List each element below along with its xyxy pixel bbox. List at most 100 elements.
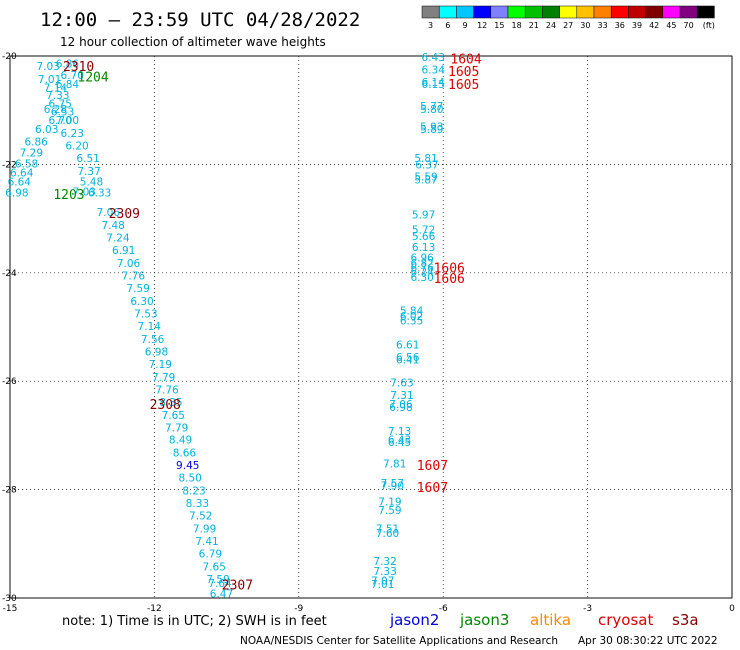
- wave-height-value: 7.57: [381, 478, 404, 490]
- scale-tick-label: 27: [563, 21, 573, 30]
- wave-height-value: 7.56: [141, 334, 165, 346]
- scale-tick-label: 18: [512, 21, 522, 30]
- pass-time-label: 1203: [53, 188, 84, 203]
- scale-tick-label: 9: [462, 21, 467, 30]
- wave-height-value: 7.48: [101, 220, 124, 232]
- wave-height-value: 6.41: [396, 355, 419, 367]
- wave-height-value: 7.07: [371, 576, 394, 588]
- wave-height-value: 6.37: [415, 159, 438, 171]
- wave-height-value: 6.82: [410, 258, 433, 270]
- pass-time-label: 1606: [434, 272, 465, 287]
- wave-height-value: 6.79: [199, 549, 222, 561]
- wave-height-value: 8.66: [173, 448, 197, 460]
- wave-height-value: 6.30: [130, 296, 153, 308]
- wave-height-value: 7.01: [371, 579, 394, 591]
- wave-height-value: 7.01: [38, 74, 61, 86]
- wave-height-value: 6.56: [396, 352, 420, 364]
- axis-tick-labels: -15 -12 -9 -6 -3 0-20-22-24-26-28-30: [2, 52, 735, 614]
- wave-height-value: 7.76: [122, 271, 146, 283]
- wave-height-value: 7.06: [97, 207, 121, 219]
- wave-height-value: 6.86: [56, 59, 80, 71]
- pass-time-label: 1605: [448, 65, 479, 80]
- wave-height-value: 6.35: [400, 315, 423, 327]
- wave-height-value: 9.45: [176, 460, 199, 472]
- wave-height-value: 5.72: [412, 224, 435, 236]
- wave-height-value: 8.49: [169, 435, 192, 447]
- latitude-tick-label: -28: [2, 486, 17, 496]
- wave-height-value: 7.03: [73, 187, 96, 199]
- wave-height-value: 7.65: [203, 562, 226, 574]
- pass-time-label: 2309: [109, 207, 140, 222]
- wave-height-value: 7.65: [162, 410, 185, 422]
- lat-lon-grid: [9, 55, 733, 599]
- pass-time-label: 1605: [448, 78, 479, 93]
- latitude-tick-label: -20: [2, 52, 17, 62]
- scale-tick-label: 39: [632, 21, 642, 30]
- wave-height-value: 7.29: [20, 147, 43, 159]
- scale-tick-label: 24: [546, 21, 556, 30]
- scale-swatch: [593, 5, 612, 19]
- wave-height-value: 6.51: [76, 153, 99, 165]
- wave-height-value: 7.79: [152, 372, 175, 384]
- wave-height-value: 6.98: [5, 188, 28, 200]
- wave-height-value: 7.51: [376, 524, 399, 536]
- scale-swatch: [473, 5, 492, 19]
- wave-height-value: 7.64: [208, 578, 232, 590]
- scale-swatch: [507, 5, 526, 19]
- wave-height-value: 6.98: [389, 402, 412, 414]
- scale-swatch: [421, 5, 440, 19]
- scale-swatch: [559, 5, 578, 19]
- wave-height-value: 6.43: [388, 435, 411, 447]
- wave-height-value: 6.47: [210, 589, 233, 601]
- scale-tick-label: 30: [580, 21, 590, 30]
- wave-height-value: 5.66: [412, 231, 436, 243]
- wave-height-value: 5.97: [412, 209, 435, 221]
- wave-height-value: 6.14: [422, 77, 446, 89]
- longitude-tick-label: -3: [583, 604, 592, 614]
- scale-swatch: [610, 5, 629, 19]
- wave-height-value: 7.81: [383, 459, 406, 471]
- wave-height-value: 7.33: [46, 90, 69, 102]
- wave-height-value: 7.59: [378, 505, 401, 517]
- wave-height-value: 7.76: [155, 384, 179, 396]
- scale-tick-label: 33: [598, 21, 608, 30]
- wave-height-value: 7.59: [126, 283, 149, 295]
- wave-height-value: 8.23: [182, 486, 205, 498]
- scale-swatch: [645, 5, 664, 19]
- pass-time-label: 2310: [63, 60, 94, 75]
- scale-swatch: [696, 5, 715, 19]
- satellite-legend-cryosat: cryosat: [598, 611, 653, 629]
- wave-height-value: 6.43: [422, 52, 445, 64]
- wave-height-value: 6.13: [412, 242, 435, 254]
- scale-tick-label: 3: [428, 21, 433, 30]
- map-subtitle: 12 hour collection of altimeter wave hei…: [60, 35, 326, 49]
- wave-height-value: 5.81: [414, 153, 437, 165]
- longitude-tick-label: -12: [147, 604, 162, 614]
- credit-text: NOAA/NESDIS Center for Satellite Applica…: [240, 635, 558, 647]
- map-title: 12:00 – 23:59 UTC 04/28/2022: [40, 9, 360, 31]
- pass-time-label: 1604: [450, 53, 481, 68]
- wave-height-value: 6.84: [56, 79, 80, 91]
- wave-height-value: 6.20: [65, 140, 88, 152]
- wave-height-value: 7.19: [149, 359, 172, 371]
- footer-note: note: 1) Time is in UTC; 2) SWH is in fe…: [62, 614, 327, 629]
- wave-height-value: 5.77: [420, 101, 443, 113]
- wave-height-value: 5.93: [420, 121, 443, 133]
- wave-height-value: 7.31: [390, 390, 413, 402]
- scale-tick-label: 70: [684, 21, 694, 30]
- wave-height-value: 6.64: [10, 168, 34, 180]
- wave-height-value: 6.70: [49, 115, 72, 127]
- wave-height-labels: 7.036.867.01 6.707.146.847.336.756.536.28…: [5, 52, 445, 601]
- wave-height-value: 7.06: [389, 399, 413, 411]
- scale-tick-label: 36: [615, 21, 625, 30]
- wave-height-value: 7.63: [390, 377, 413, 389]
- wave-height-value: 7.00: [56, 115, 79, 127]
- scale-swatch: [679, 5, 698, 19]
- longitude-tick-label: -15: [3, 604, 18, 614]
- wave-height-value: 6.28: [44, 104, 67, 116]
- wave-height-value: 6.45: [388, 437, 411, 449]
- wave-height-value: 7.32: [373, 556, 396, 568]
- pass-time-label: 1607: [417, 459, 448, 474]
- latitude-tick-label: -24: [2, 269, 17, 279]
